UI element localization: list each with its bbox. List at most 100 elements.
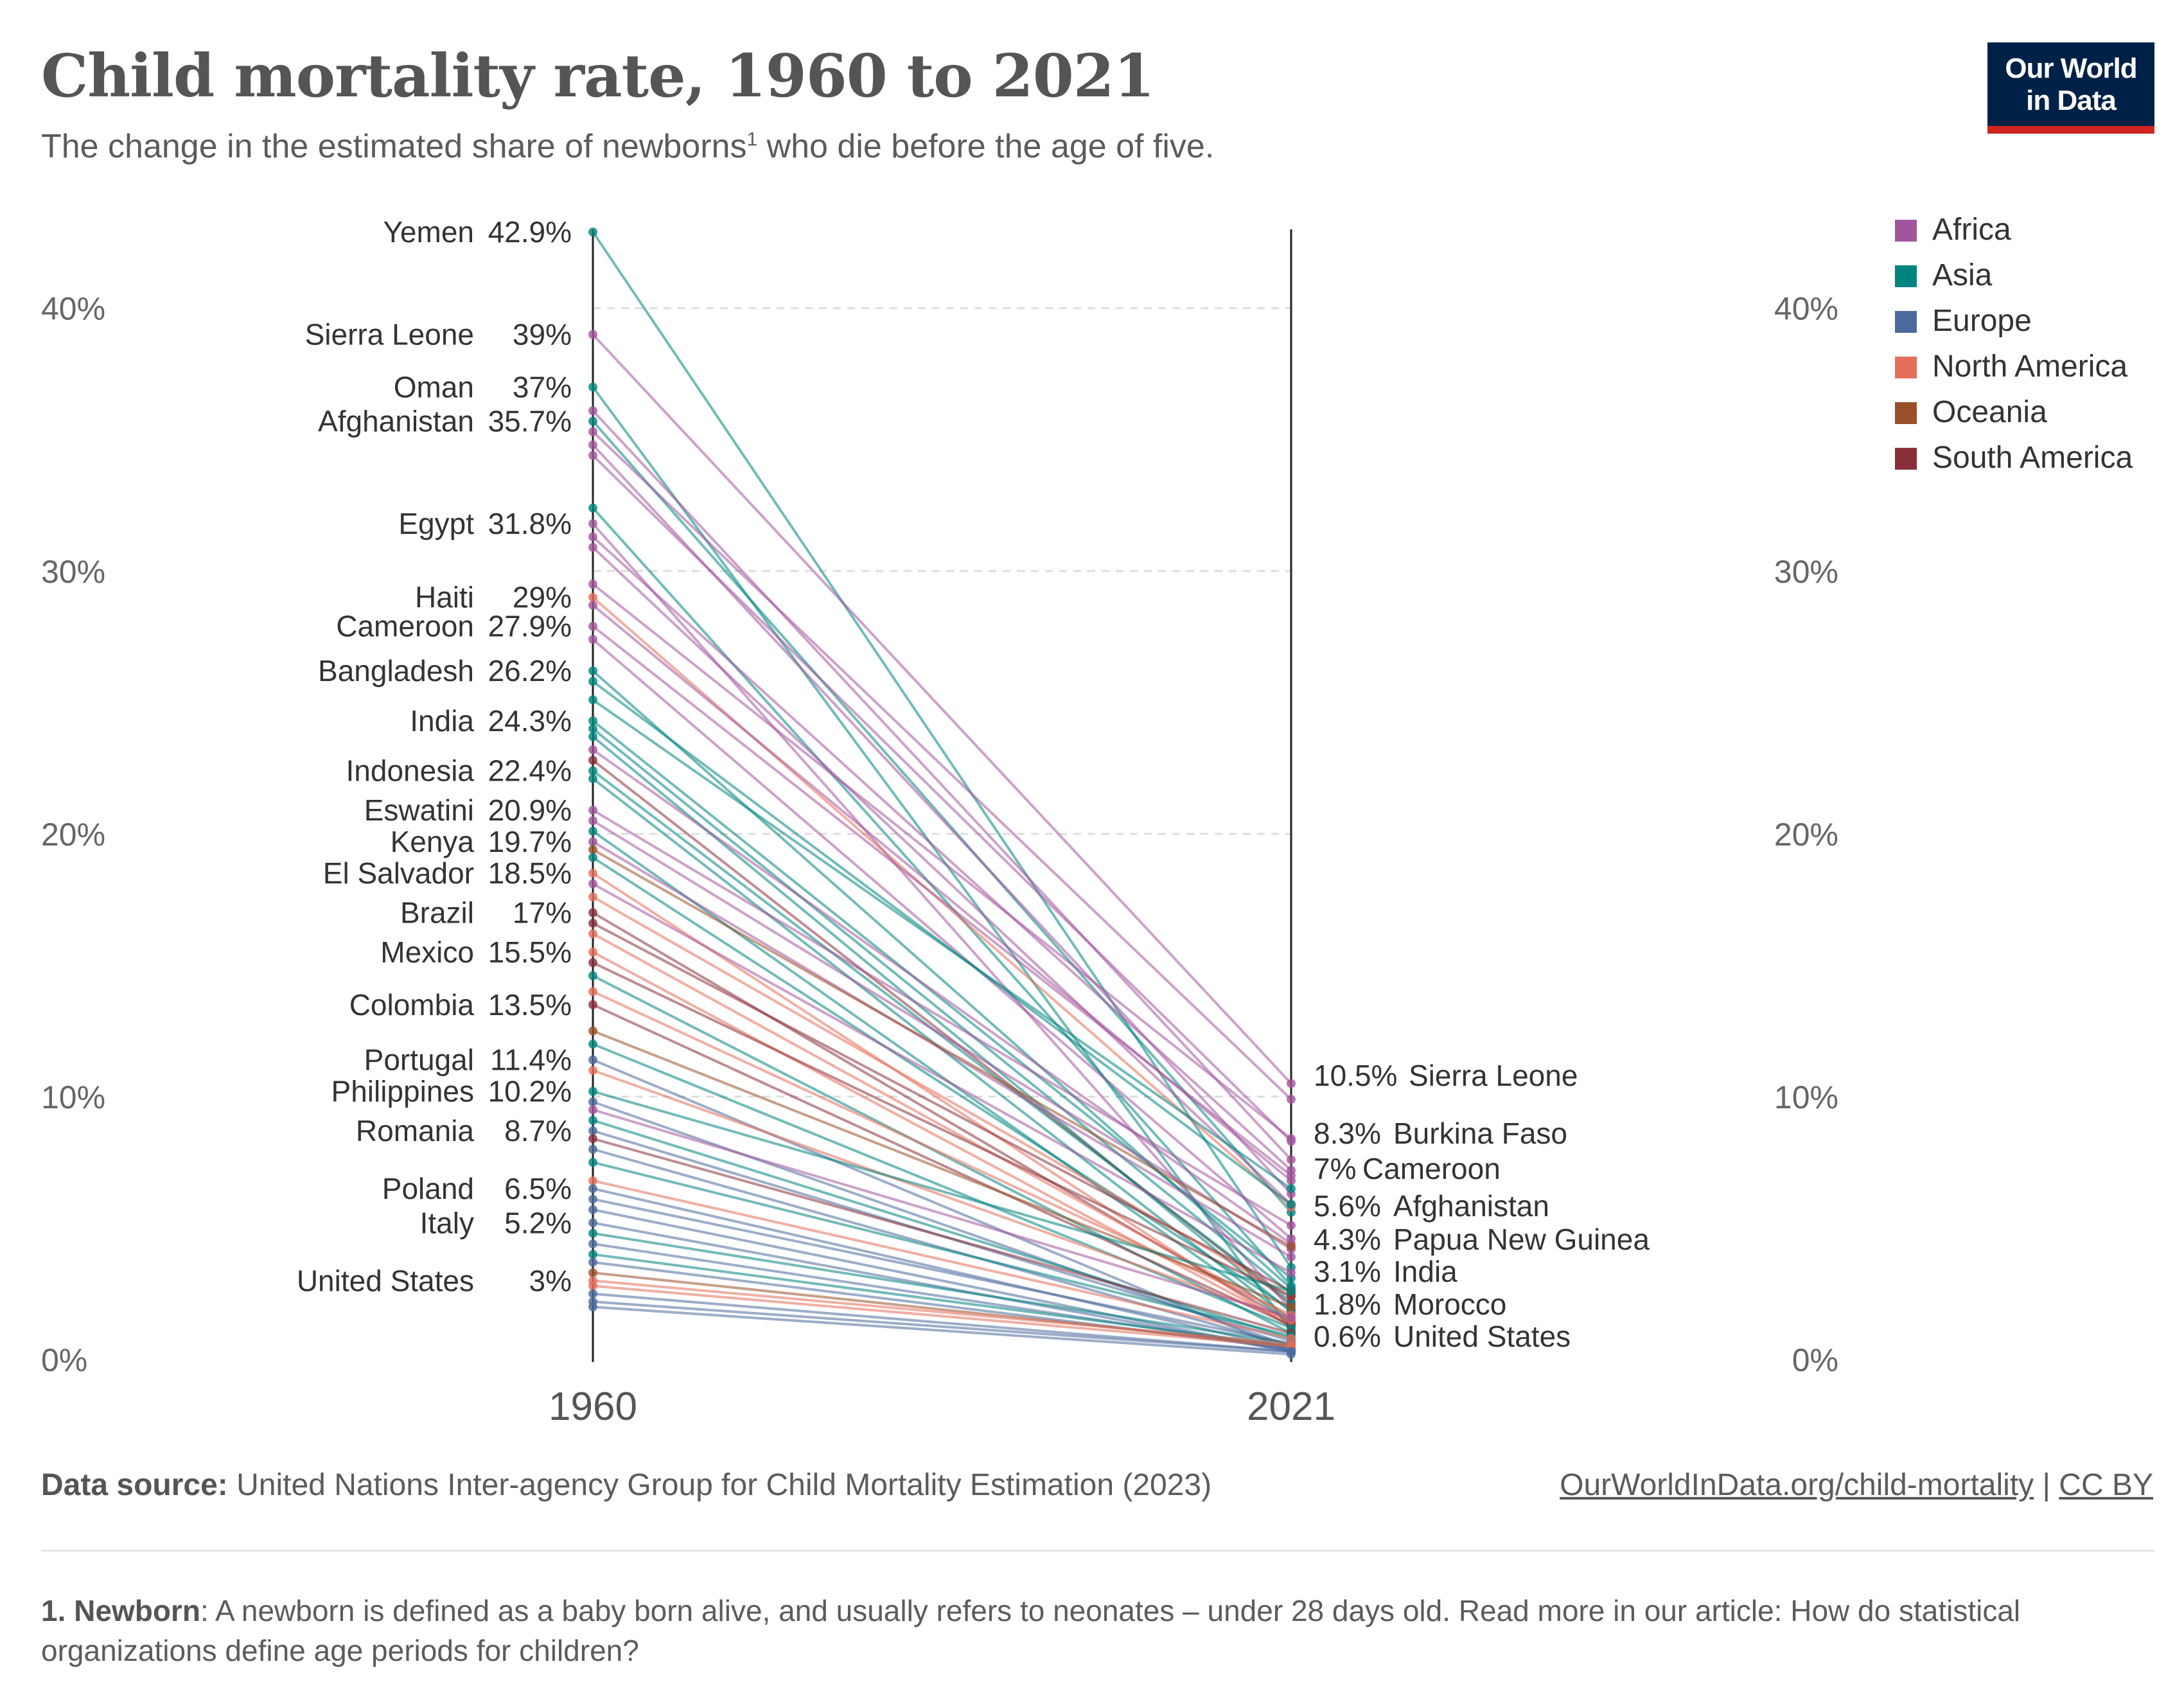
value-label-1960: 20.9% [488, 793, 572, 827]
y-tick-label-right: 30% [1774, 554, 1838, 590]
data-source-text: United Nations Inter-agency Group for Ch… [227, 1468, 1212, 1502]
y-tick-label-right: 20% [1774, 817, 1838, 853]
series-point-1960 [588, 1194, 597, 1204]
series-point-1960 [588, 1040, 597, 1049]
series-line [592, 1253, 1292, 1348]
series-line [592, 951, 1292, 1327]
series-point-2021 [1287, 1134, 1296, 1144]
series-point-1960 [588, 1026, 597, 1036]
series-point-2021 [1287, 1221, 1296, 1230]
country-label-1960: India [410, 704, 474, 738]
country-label-1960: Cameroon [336, 610, 474, 643]
series-point-1960 [588, 766, 597, 775]
series-point-1960 [588, 406, 597, 416]
series-point-1960 [588, 503, 597, 513]
series-line [592, 546, 1292, 1206]
series-point-1960 [588, 853, 597, 862]
series-point-2021 [1287, 1155, 1296, 1165]
country-label-1960: El Salvador [323, 856, 474, 890]
series-point-1960 [588, 756, 597, 765]
series-line [592, 720, 1292, 1279]
legend-swatch [1895, 357, 1917, 378]
value-label-1960: 8.7% [504, 1114, 572, 1147]
legend-label: South America [1932, 441, 2133, 475]
legend-swatch [1895, 402, 1917, 424]
series-point-1960 [588, 635, 597, 644]
series-point-1960 [588, 695, 597, 705]
series-line [592, 1069, 1292, 1322]
series-point-1960 [588, 1144, 597, 1154]
series-point-1960 [588, 1257, 597, 1267]
series-point-1960 [588, 826, 597, 836]
value-label-2021: 7% [1314, 1152, 1356, 1185]
series-line [592, 583, 1292, 1140]
series-line [592, 856, 1292, 1311]
series-point-1960 [588, 1205, 597, 1214]
series-line [592, 698, 1292, 1190]
series-point-2021 [1287, 1242, 1296, 1252]
series-point-1960 [588, 450, 597, 460]
owid-logo[interactable]: Our World in Data [1987, 42, 2154, 134]
legend-swatch [1895, 311, 1917, 333]
series-point-1960 [588, 929, 597, 939]
footnote-text: : A newborn is defined as a baby born al… [41, 1594, 2021, 1667]
series-line [592, 727, 1292, 1295]
country-label-2021: Sierra Leone [1409, 1059, 1578, 1092]
series-line [592, 454, 1292, 1142]
value-label-1960: 5.2% [504, 1206, 572, 1239]
series-lines [592, 231, 1292, 1356]
y-tick-label-left: 10% [41, 1079, 105, 1115]
series-point-2021 [1287, 1095, 1296, 1104]
y-tick-label-right: 0% [1792, 1342, 1838, 1378]
legend-swatch [1895, 265, 1917, 287]
value-label-1960: 24.3% [488, 704, 572, 738]
footnote-marker[interactable]: 1 [746, 128, 758, 150]
chart-title: Child mortality rate, 1960 to 2021 [41, 41, 1155, 111]
value-label-1960: 19.7% [488, 825, 572, 858]
series-point-1960 [588, 382, 597, 392]
series-line [592, 333, 1292, 1085]
legend-swatch [1895, 448, 1917, 470]
legend-label: Europe [1932, 304, 2032, 338]
value-label-1960: 31.8% [488, 507, 572, 540]
series-point-1960 [588, 724, 597, 734]
country-label-1960: Afghanistan [318, 405, 474, 438]
country-label-2021: United States [1393, 1320, 1571, 1353]
series-point-1960 [588, 1097, 597, 1107]
x-label-1960: 1960 [549, 1385, 637, 1429]
series-point-1960 [588, 1134, 597, 1144]
series-point-1960 [588, 1289, 597, 1298]
series-line [592, 882, 1292, 1274]
series-point-2021 [1287, 1252, 1296, 1262]
series-point-1960 [588, 1126, 597, 1136]
series-point-1960 [588, 1250, 597, 1259]
series-point-1960 [588, 1086, 597, 1096]
value-label-1960: 35.7% [488, 405, 572, 438]
series-point-1960 [588, 1184, 597, 1194]
country-label-1960: Sierra Leone [305, 318, 474, 351]
slope-chart: 0% 10% 20% 30% 40% 0% 10% 20% 30% 40% 42.9% Yemen… [41, 215, 1838, 1429]
series-point-1960 [588, 879, 597, 889]
value-label-1960: 29% [513, 581, 572, 614]
series-point-2021 [1287, 1302, 1296, 1312]
series-point-1960 [588, 971, 597, 980]
series-line [592, 1043, 1292, 1329]
country-label-2021: Burkina Faso [1393, 1117, 1567, 1150]
value-label-1960: 15.5% [488, 935, 572, 969]
series-point-1960 [588, 580, 597, 589]
series-point-1960 [588, 666, 597, 676]
country-label-1960: Eswatini [364, 793, 474, 827]
country-label-1960: Yemen [383, 215, 474, 249]
value-label-1960: 3% [529, 1264, 572, 1297]
series-line [592, 625, 1292, 1177]
license-link[interactable]: CC BY [2059, 1468, 2153, 1502]
country-label-2021: Cameroon [1362, 1152, 1501, 1185]
series-point-1960 [588, 1066, 597, 1076]
country-label-1960: Bangladesh [318, 654, 474, 687]
series-point-1960 [588, 774, 597, 783]
value-label-1960: 17% [513, 896, 572, 930]
country-label-2021: India [1393, 1255, 1457, 1288]
legend-label: Africa [1932, 213, 2011, 247]
chart-link[interactable]: OurWorldInData.org/child-mortality [1560, 1468, 2034, 1502]
chart-subtitle: The change in the estimated share of new… [41, 127, 1214, 166]
